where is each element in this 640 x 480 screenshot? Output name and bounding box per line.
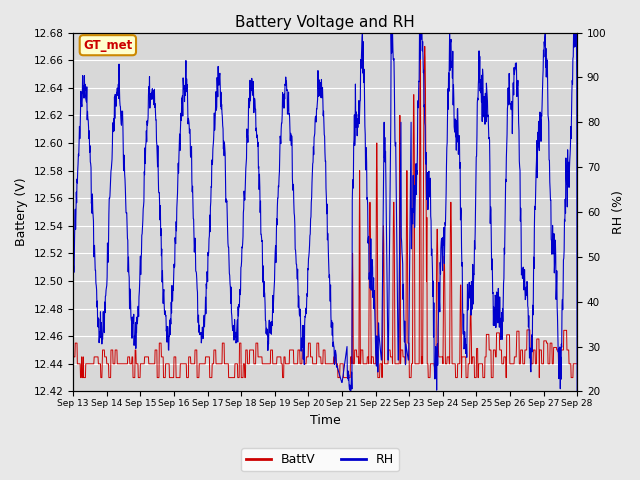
X-axis label: Time: Time xyxy=(310,414,340,427)
Text: GT_met: GT_met xyxy=(83,39,132,52)
Y-axis label: Battery (V): Battery (V) xyxy=(15,178,28,246)
Y-axis label: RH (%): RH (%) xyxy=(612,190,625,234)
Title: Battery Voltage and RH: Battery Voltage and RH xyxy=(236,15,415,30)
Legend: BattV, RH: BattV, RH xyxy=(241,448,399,471)
